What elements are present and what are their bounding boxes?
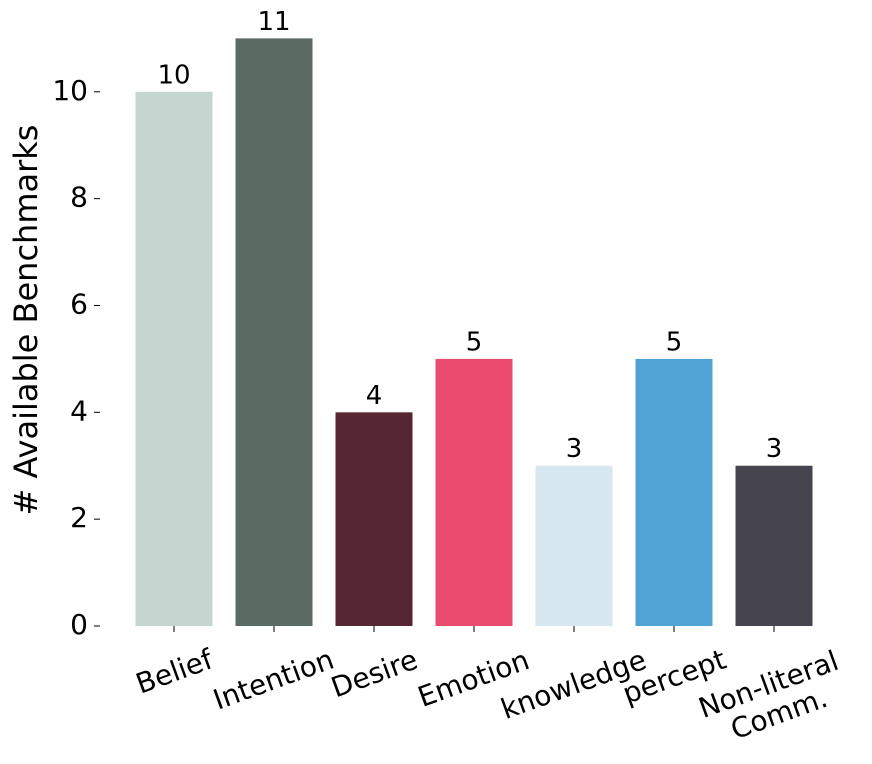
y-tick-label: 8: [70, 181, 88, 214]
bar: [235, 38, 313, 626]
value-label: 5: [666, 327, 683, 357]
bar: [535, 465, 613, 626]
y-tick-label: 2: [70, 501, 88, 534]
bar: [735, 465, 813, 626]
y-axis-label: # Available Benchmarks: [7, 125, 45, 516]
y-tick-label: 10: [52, 74, 88, 107]
y-tick-label: 0: [70, 608, 88, 641]
bar: [435, 358, 513, 626]
value-label: 3: [566, 434, 583, 464]
value-label: 10: [157, 60, 190, 90]
value-label: 11: [257, 7, 290, 37]
y-tick-label: 4: [70, 394, 88, 427]
y-tick-label: 6: [70, 287, 88, 320]
bar: [635, 358, 713, 626]
bar: [135, 91, 213, 627]
value-label: 3: [766, 434, 783, 464]
value-label: 4: [366, 381, 383, 411]
bar: [335, 412, 413, 626]
value-label: 5: [466, 327, 483, 357]
